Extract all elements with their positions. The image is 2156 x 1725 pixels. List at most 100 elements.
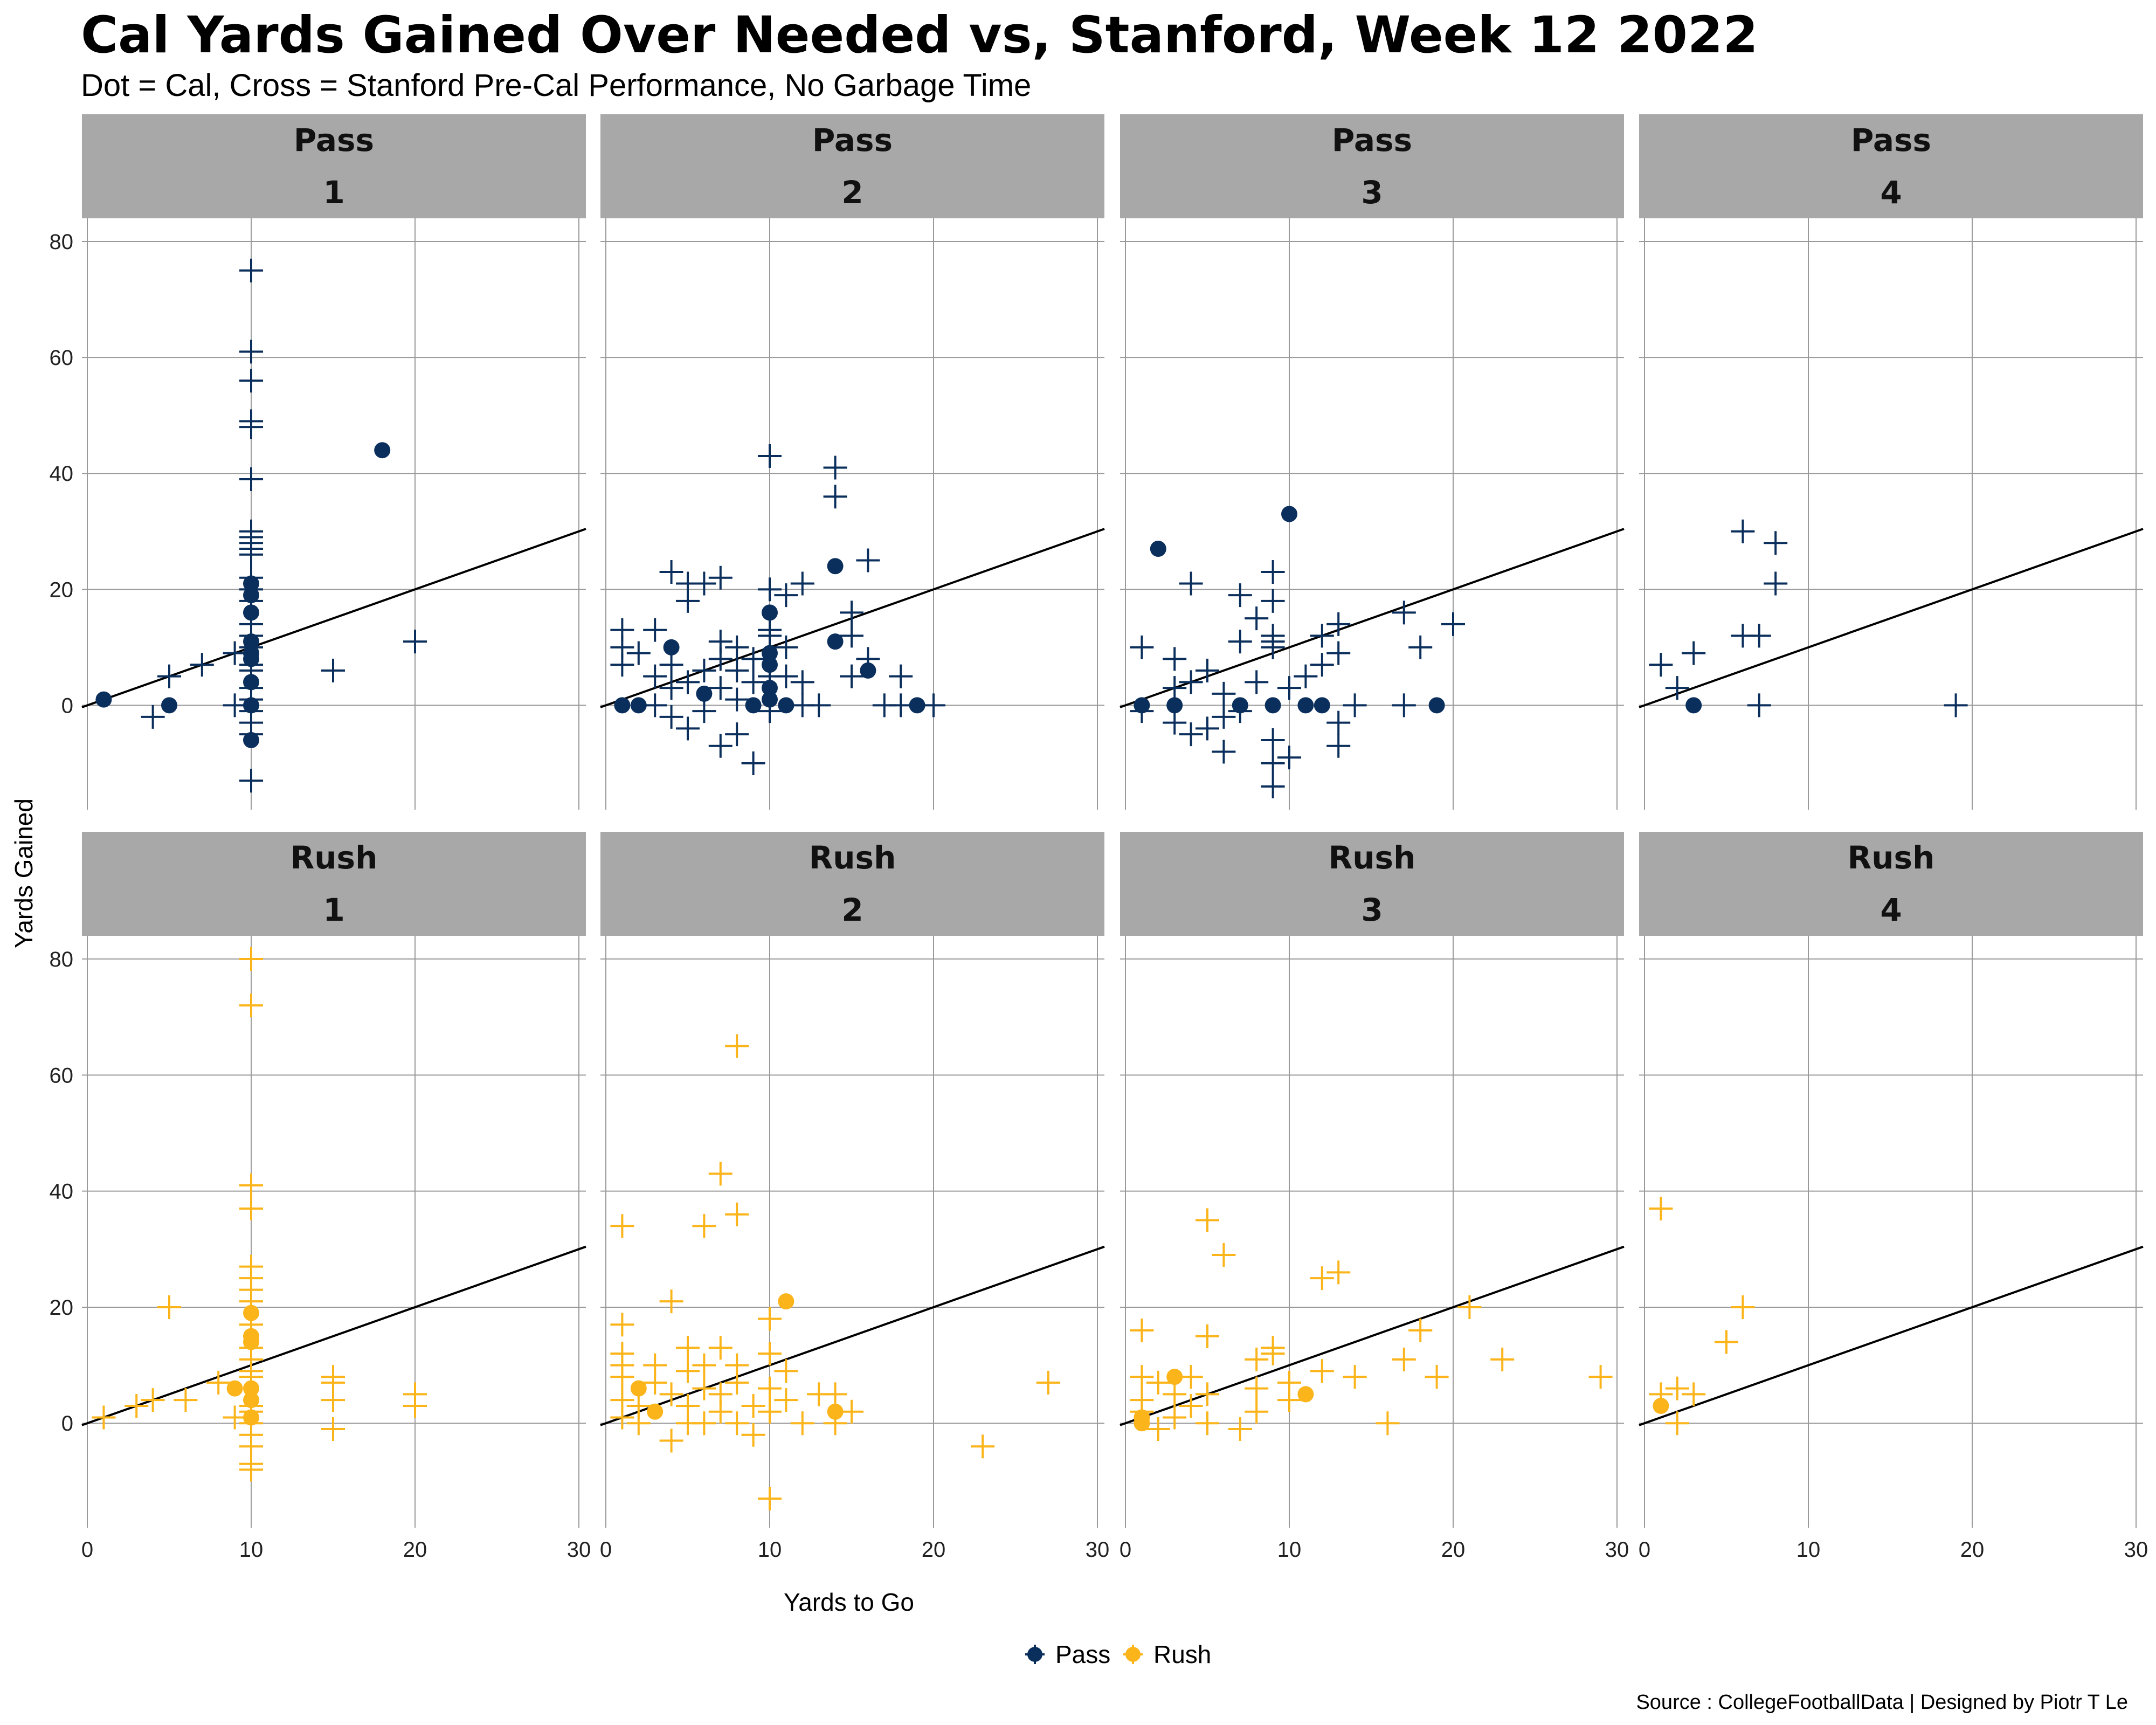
cal-point — [243, 1409, 259, 1426]
strip-play-type-label: Pass — [812, 122, 893, 158]
stanford-point — [971, 1434, 995, 1459]
stanford-point — [403, 1393, 427, 1418]
stanford-point — [659, 560, 683, 584]
panel-grid — [1639, 936, 2143, 1528]
stanford-point — [643, 1370, 667, 1395]
x-tick-label: 30 — [1086, 1538, 1110, 1562]
legend-key-dot — [1125, 1647, 1141, 1662]
cal-point — [1150, 541, 1166, 557]
x-tick-label: 0 — [1120, 1538, 1131, 1562]
stanford-point — [1715, 1330, 1738, 1354]
stanford-point — [1245, 1399, 1269, 1424]
stanford-point — [1682, 1382, 1706, 1406]
strip-play-type-label: Rush — [291, 839, 378, 876]
strip-down-bg — [600, 884, 1104, 936]
stanford-point — [1490, 1347, 1515, 1371]
reference-line — [1639, 528, 2144, 708]
stanford-point — [1294, 664, 1318, 688]
stanford-point — [774, 635, 798, 659]
stanford-point — [92, 1405, 116, 1430]
legend: Pass Rush — [1025, 1640, 1211, 1668]
strip-play-type-label: Rush — [1329, 839, 1416, 876]
cal-point — [827, 558, 844, 575]
strip-play-type-bg — [1639, 832, 2143, 884]
strip-play-type-label: Rush — [809, 839, 896, 876]
stanford-point — [1261, 774, 1285, 798]
strip-play-type-label: Rush — [1848, 839, 1935, 876]
stanford-point — [708, 1336, 733, 1360]
stanford-point — [774, 1359, 798, 1383]
y-tick-label: 0 — [61, 694, 73, 717]
x-tick-label: 0 — [81, 1538, 93, 1562]
stanford-point — [1130, 1365, 1154, 1389]
stanford-point — [1665, 1376, 1689, 1400]
facet-panel: Pass 1 0 20 40 60 80 — [50, 114, 586, 810]
panel-grid — [82, 218, 586, 810]
cal-point — [1685, 697, 1702, 714]
stanford-point — [643, 618, 667, 642]
stanford-point — [1277, 746, 1301, 770]
stanford-point — [321, 1417, 345, 1441]
stanford-point — [1163, 676, 1187, 700]
stanford-point — [239, 340, 263, 364]
cal-point — [1166, 697, 1183, 714]
stanford-point — [659, 1429, 683, 1453]
y-tick-label: 20 — [50, 578, 74, 602]
strip-play-type-bg — [1639, 114, 2143, 166]
stanford-point — [676, 1336, 700, 1360]
stanford-point — [223, 641, 247, 665]
stanford-point — [823, 456, 847, 480]
stanford-point — [807, 693, 831, 717]
cal-point — [909, 697, 925, 714]
strip-play-type-bg — [82, 114, 586, 166]
cal-point — [696, 685, 713, 702]
stanford-point — [725, 635, 749, 659]
stanford-point — [1146, 1417, 1170, 1441]
stanford-point — [659, 653, 683, 677]
stanford-point — [1130, 635, 1154, 659]
cal-point — [762, 657, 778, 673]
stanford-point — [708, 1399, 733, 1424]
cal-point — [778, 697, 794, 714]
legend-label-rush: Rush — [1153, 1640, 1211, 1668]
panel-grid — [82, 936, 586, 1528]
y-tick-label: 80 — [50, 230, 74, 254]
stanford-point — [239, 542, 263, 567]
stanford-point — [1408, 635, 1433, 659]
stanford-point — [1261, 1342, 1285, 1366]
stanford-point — [692, 699, 716, 723]
stanford-point — [1245, 1376, 1269, 1400]
x-tick-label: 20 — [1960, 1538, 1985, 1562]
y-tick-label: 60 — [50, 1064, 74, 1087]
stanford-point — [1179, 1393, 1203, 1418]
stanford-point — [610, 653, 634, 677]
cal-point — [630, 1380, 647, 1397]
chart-subtitle: Dot = Cal, Cross = Stanford Pre-Cal Perf… — [81, 68, 1031, 103]
strip-down-label: 4 — [1880, 174, 1902, 211]
cal-point — [827, 1403, 844, 1420]
stanford-point — [1425, 1365, 1449, 1389]
stanford-point — [141, 1388, 165, 1412]
cal-point — [1281, 506, 1297, 522]
strip-down-bg — [1120, 166, 1624, 218]
stanford-point — [239, 993, 263, 1018]
stanford-point — [692, 1376, 716, 1400]
cal-point — [1166, 1369, 1183, 1385]
cal-point — [647, 1403, 664, 1420]
stanford-point — [1245, 606, 1269, 631]
stanford-point — [174, 1388, 198, 1412]
stanford-point — [1196, 1324, 1219, 1348]
stanford-point — [1326, 612, 1351, 636]
cal-point — [243, 604, 259, 621]
facet-strip: Rush 4 — [1639, 832, 2143, 936]
panel-grid — [1120, 218, 1624, 810]
cal-point — [614, 697, 631, 714]
strip-play-type-bg — [1120, 114, 1624, 166]
stanford-point — [758, 1376, 782, 1400]
panel-grid — [600, 218, 1104, 810]
stanford-point — [725, 1202, 749, 1226]
strip-down-label: 1 — [323, 892, 344, 928]
stanford-point — [1457, 1295, 1482, 1319]
stanford-point — [643, 693, 667, 717]
